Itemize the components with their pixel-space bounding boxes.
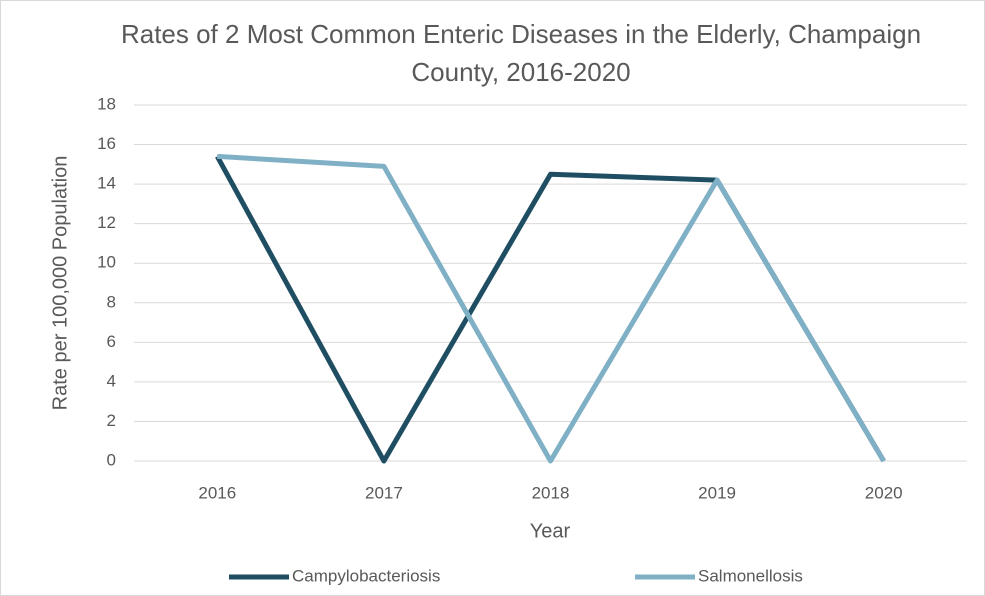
y-tick-label: 12 (97, 213, 116, 232)
y-tick-label: 16 (97, 134, 116, 153)
y-tick-label: 2 (107, 411, 116, 430)
y-tick-label: 14 (97, 174, 116, 193)
y-tick-label: 10 (97, 253, 116, 272)
y-tick-label: 0 (107, 450, 116, 469)
line-series (217, 153, 886, 464)
y-tick-label: 4 (107, 371, 116, 390)
y-tick-label: 18 (97, 94, 116, 113)
y-tick-label: 6 (107, 332, 116, 351)
chart-title: Rates of 2 Most Common Enteric Diseases … (120, 19, 922, 87)
legend-label: Campylobacteriosis (292, 566, 440, 585)
x-tick-label: 2016 (198, 483, 236, 502)
x-tick-label: 2020 (865, 483, 903, 502)
x-tick-label: 2018 (532, 483, 570, 502)
legend-label: Salmonellosis (698, 566, 803, 585)
y-tick-label: 8 (107, 292, 116, 311)
x-tick-label: 2017 (365, 483, 403, 502)
x-tick-label: 2019 (698, 483, 736, 502)
x-axis-label: Year (530, 520, 571, 542)
y-axis-label: Rate per 100,000 Population (49, 156, 71, 411)
line-series (215, 155, 886, 464)
